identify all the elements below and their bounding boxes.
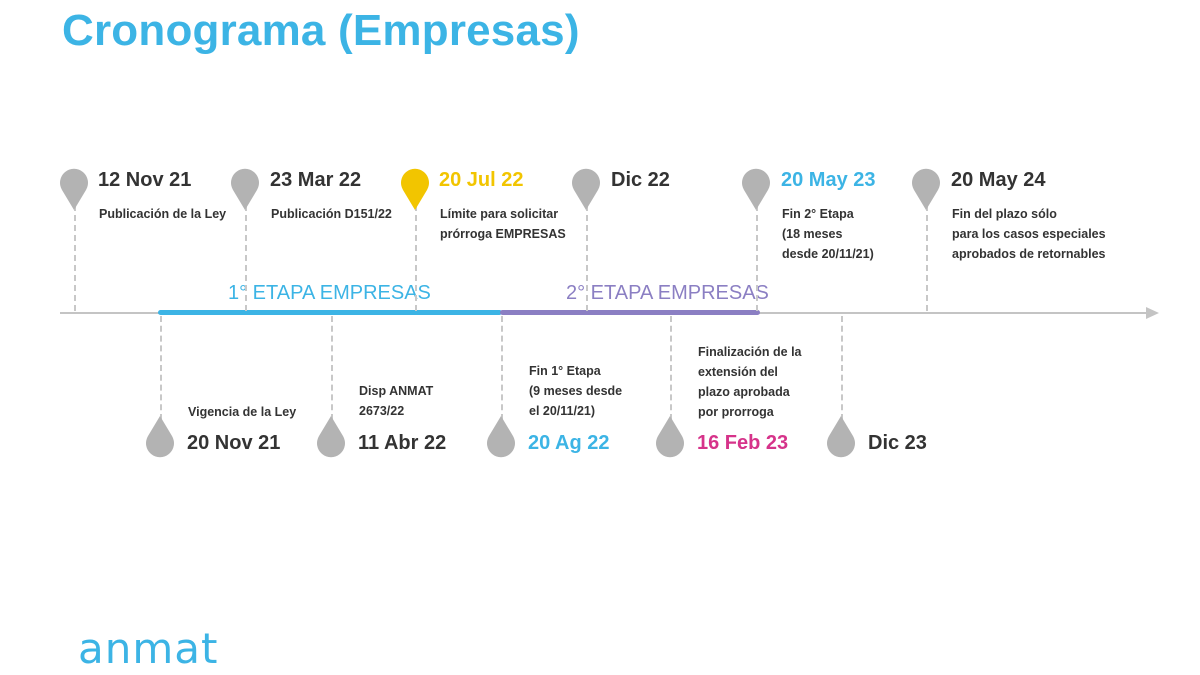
- milestone-date: 12 Nov 21: [98, 169, 192, 191]
- milestone-date: 20 Ag 22: [528, 432, 610, 454]
- map-pin-icon: [230, 166, 260, 210]
- connector-line: [415, 205, 417, 311]
- connector-line: [501, 316, 503, 420]
- map-pin-icon: [741, 166, 771, 210]
- timeline-arrow-icon: [1146, 307, 1159, 319]
- milestone-date: 16 Feb 23: [697, 432, 789, 454]
- connector-line: [841, 316, 843, 420]
- milestone-date: 23 Mar 22: [270, 169, 362, 191]
- milestone-date: Dic 23: [868, 432, 927, 454]
- milestone-description: Fin del plazo sólo para los casos especi…: [952, 207, 1106, 261]
- map-pin-icon: [400, 166, 430, 210]
- milestone-description: Publicación D151/22: [271, 207, 392, 221]
- milestone-description: Disp ANMAT 2673/22: [359, 384, 434, 418]
- connector-line: [926, 205, 928, 311]
- connector-line: [756, 205, 758, 311]
- page-title: Cronograma (Empresas): [62, 6, 580, 55]
- stage1-label: 1° ETAPA EMPRESAS: [228, 282, 431, 304]
- droplet-icon: [145, 416, 175, 460]
- milestone-date: 20 May 24: [951, 169, 1046, 191]
- milestone-date: 20 Jul 22: [439, 169, 524, 191]
- milestone-description: Fin 1° Etapa (9 meses desde el 20/11/21): [529, 364, 623, 418]
- stage1-bar: [158, 310, 502, 315]
- milestone-description: Publicación de la Ley: [99, 207, 227, 221]
- connector-line: [245, 205, 247, 311]
- milestone-date: Dic 22: [611, 169, 670, 191]
- connector-line: [586, 205, 588, 311]
- milestone-date: 20 Nov 21: [187, 432, 281, 454]
- milestone-description: Límite para solicitar prórroga EMPRESAS: [440, 207, 566, 241]
- milestone-description: Fin 2° Etapa (18 meses desde 20/11/21): [782, 207, 874, 261]
- connector-line: [670, 316, 672, 420]
- connector-line: [74, 205, 76, 311]
- milestone-description: Vigencia de la Ley: [188, 405, 297, 419]
- milestone-description: Finalización de la extensión del plazo a…: [698, 345, 802, 419]
- connector-line: [331, 316, 333, 420]
- droplet-icon: [486, 416, 516, 460]
- map-pin-icon: [571, 166, 601, 210]
- milestone-date: 20 May 23: [781, 169, 876, 191]
- stage2-label: 2° ETAPA EMPRESAS: [566, 282, 769, 304]
- anmat-logo: anmat: [78, 624, 219, 673]
- droplet-icon: [316, 416, 346, 460]
- droplet-icon: [655, 416, 685, 460]
- droplet-icon: [826, 416, 856, 460]
- map-pin-icon: [59, 166, 89, 210]
- stage2-bar: [500, 310, 760, 315]
- milestone-date: 11 Abr 22: [358, 432, 447, 454]
- map-pin-icon: [911, 166, 941, 210]
- connector-line: [160, 316, 162, 420]
